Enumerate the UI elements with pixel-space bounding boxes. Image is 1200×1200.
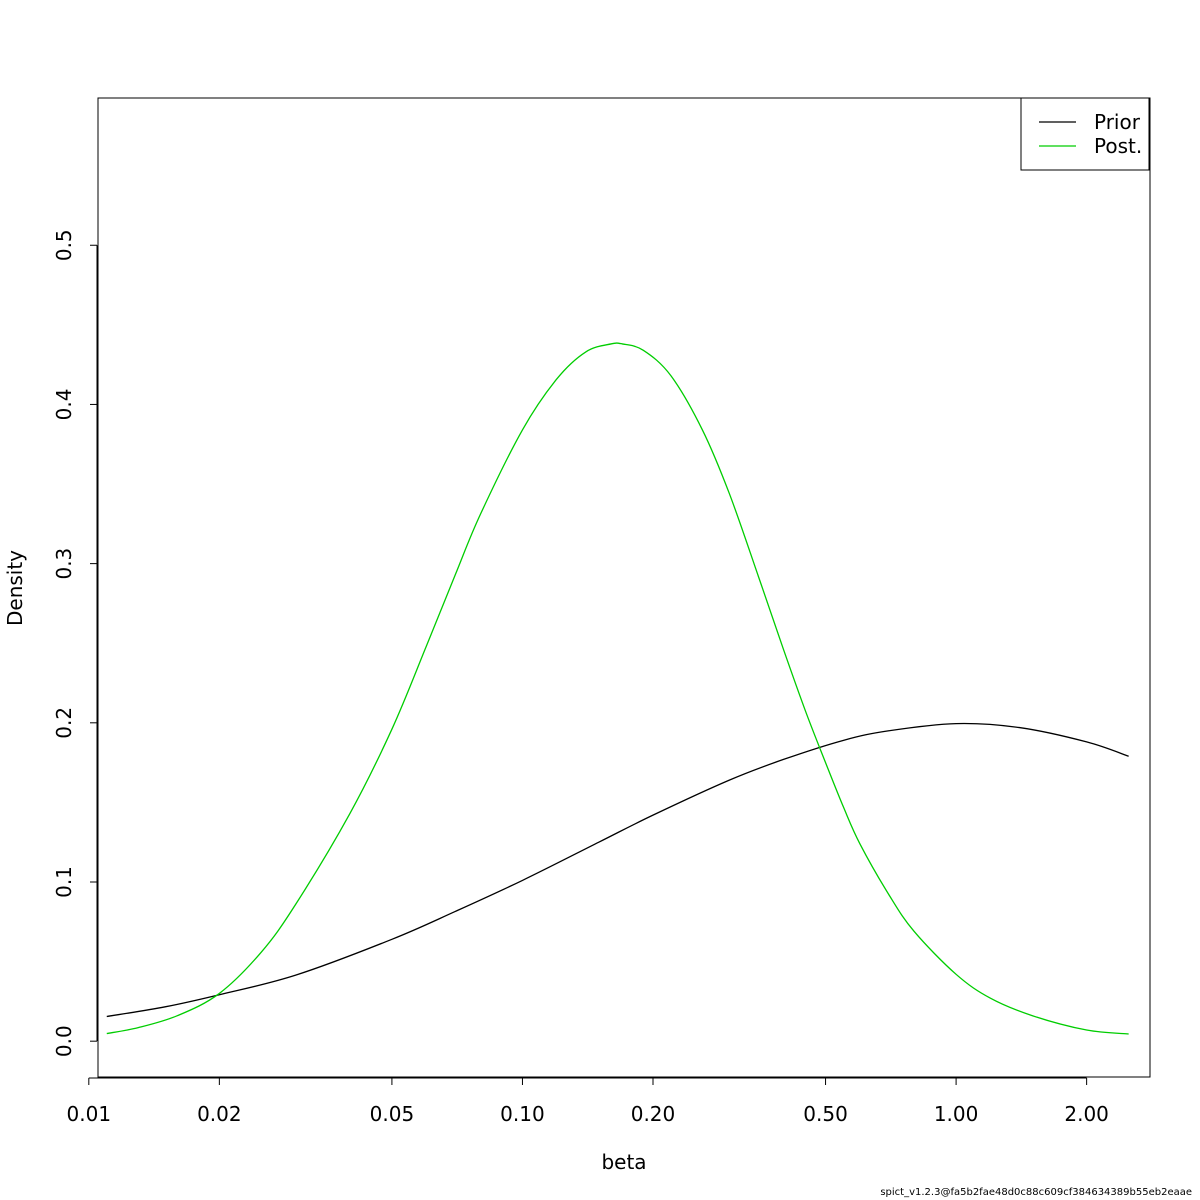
y-tick-label: 0.1 [52, 866, 76, 898]
y-tick-label: 0.3 [52, 548, 76, 580]
x-axis-title: beta [601, 1150, 646, 1174]
series-line-post [106, 342, 1129, 1035]
y-axis-title: Density [3, 550, 27, 626]
y-axis: 0.0 0.1 0.2 0.3 0.4 0.5 [52, 229, 98, 1057]
x-tick-label: 2.00 [1064, 1102, 1109, 1126]
y-tick-label: 0.5 [52, 229, 76, 261]
x-tick-label: 0.02 [197, 1102, 242, 1126]
plot-frame [97, 97, 1151, 1078]
y-tick-label: 0.0 [52, 1025, 76, 1057]
y-tick-label: 0.2 [52, 707, 76, 739]
legend-box [1020, 97, 1150, 171]
x-tick-label: 1.00 [934, 1102, 979, 1126]
x-tick-label: 0.20 [631, 1102, 676, 1126]
series-line-prior [106, 722, 1129, 1018]
version-footer: spict_v1.2.3@fa5b2fae48d0c88c609cf384634… [880, 1187, 1192, 1198]
y-tick-label: 0.4 [52, 389, 76, 421]
series-layer [106, 342, 1129, 1035]
x-tick-label: 0.50 [803, 1102, 848, 1126]
x-tick-label: 0.01 [67, 1102, 112, 1126]
x-tick-label: 0.10 [500, 1102, 545, 1126]
legend-label: Prior [1094, 110, 1141, 134]
x-tick-label: 0.05 [370, 1102, 415, 1126]
x-axis: 0.01 0.02 0.05 0.10 0.20 0.50 1.00 2.00 [67, 1077, 1109, 1126]
legend-label: Post. [1094, 134, 1142, 158]
